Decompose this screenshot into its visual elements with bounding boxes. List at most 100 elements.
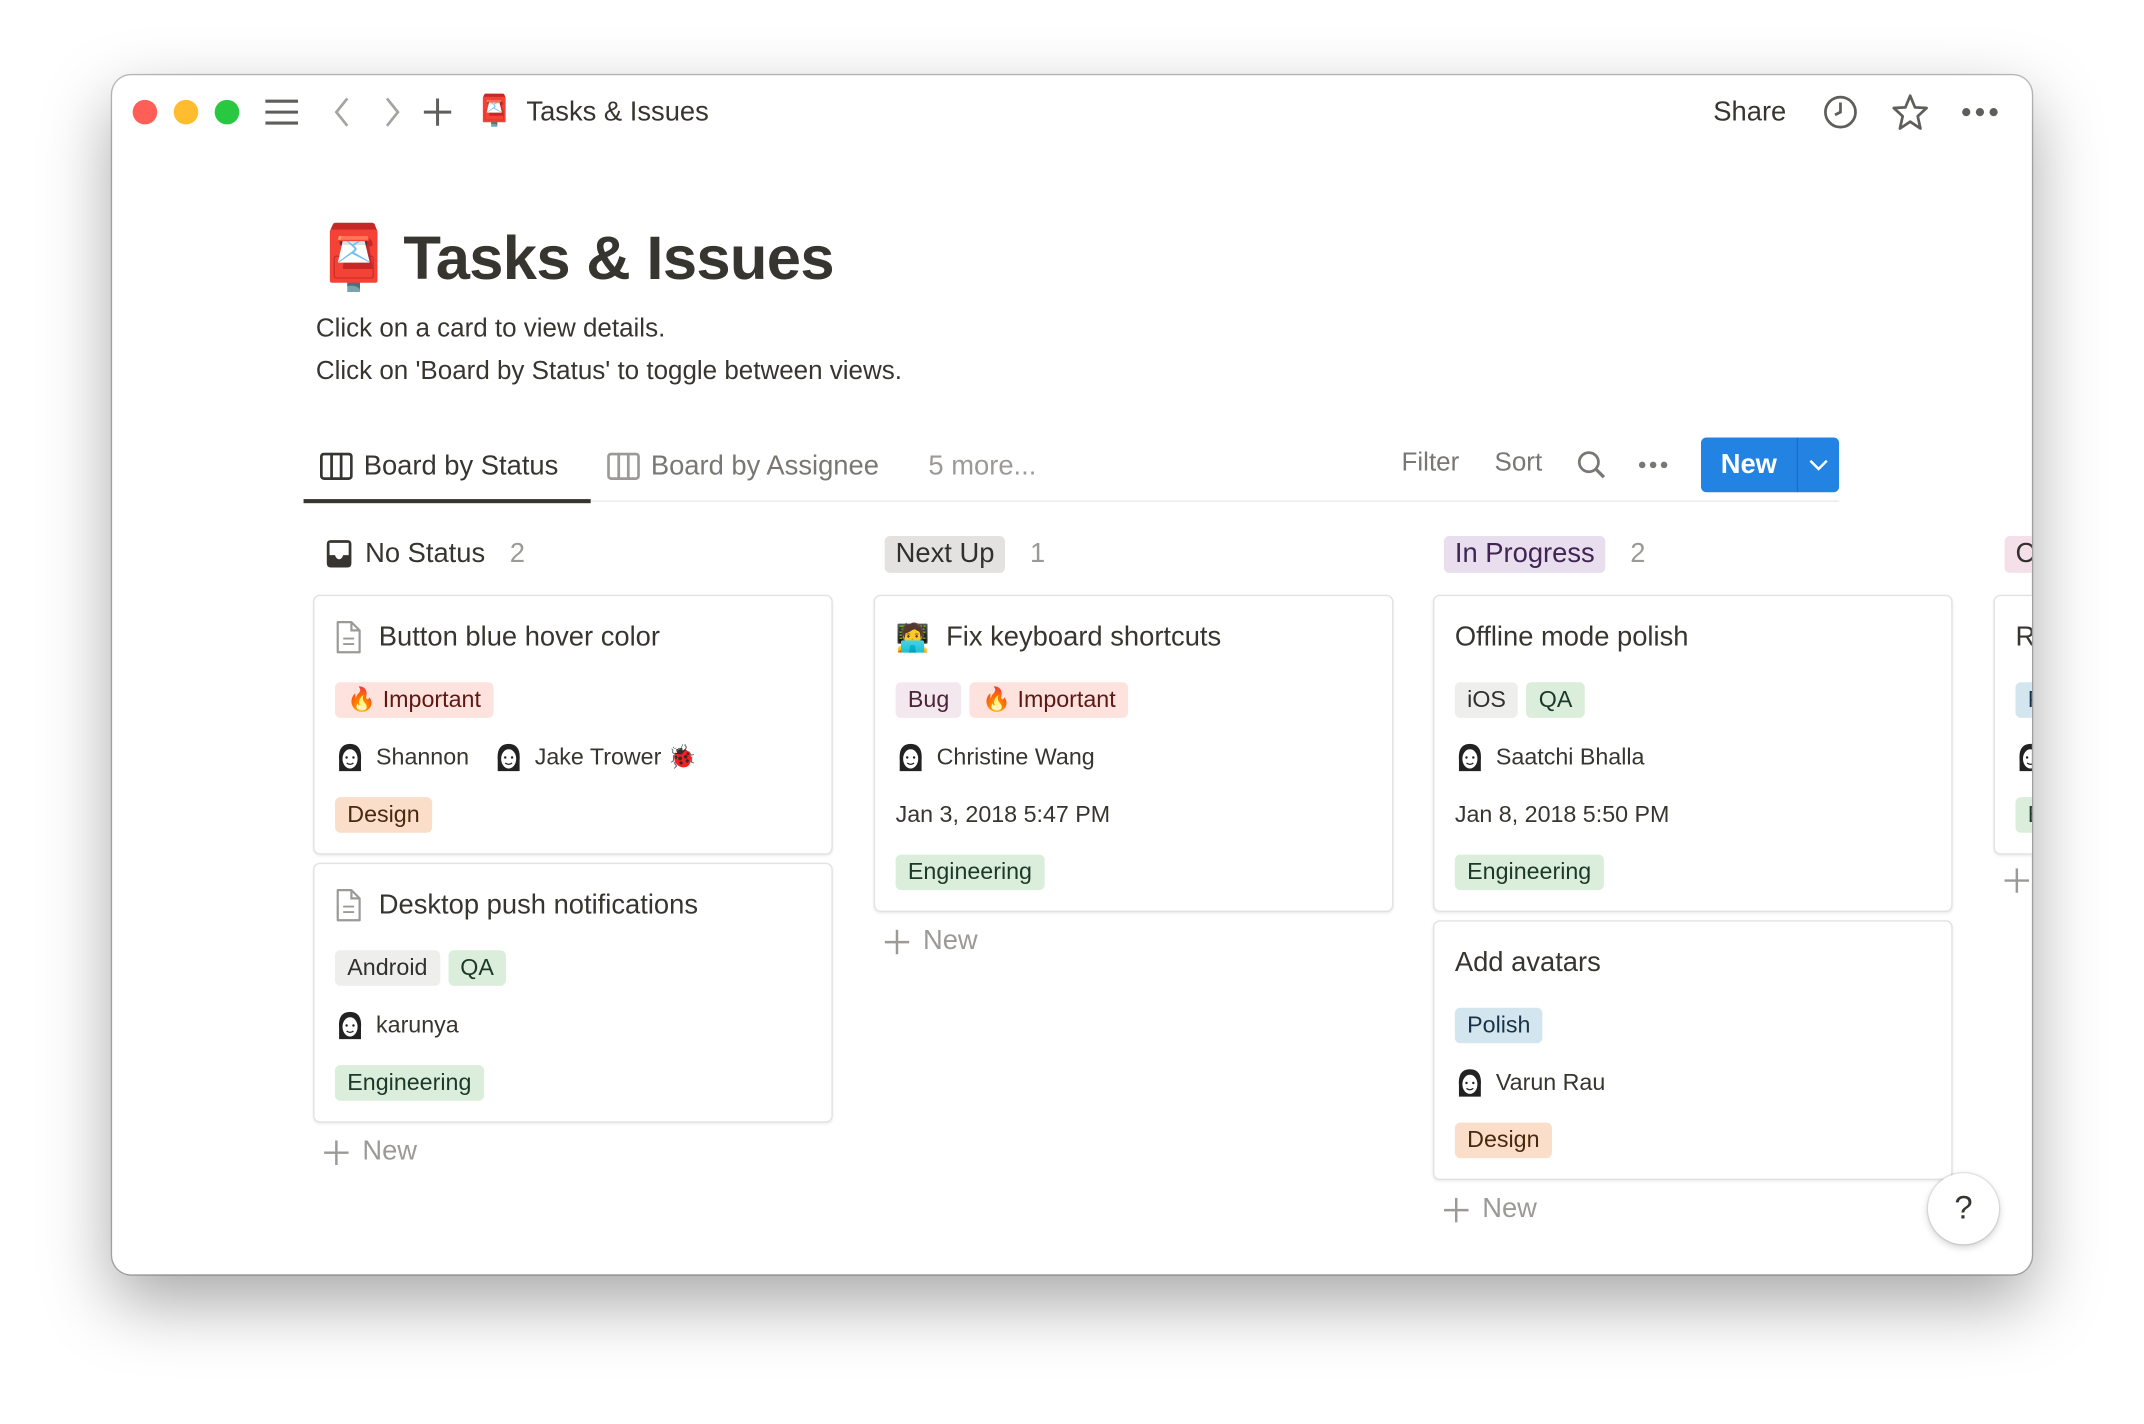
active-tab-underline (303, 499, 591, 504)
card-property-row: Varun Rau (1455, 1054, 1931, 1111)
tag: Engineering (335, 1065, 484, 1101)
tag: Bug (895, 682, 962, 718)
board-card[interactable]: 🧑‍💻 Fix keyboard shortcuts Bug 🔥 Important C… (873, 594, 1394, 913)
board-card[interactable]: Add avatars Polish Varun Rau Design (1432, 920, 1953, 1181)
card-property-row: Jan 3, 2018 5:47 PM (896, 786, 1372, 843)
column-name: In Progress (1443, 535, 1606, 573)
tag: P (2015, 682, 2032, 718)
tag: E (2015, 797, 2032, 833)
board-card[interactable]: Re P E (1993, 594, 2032, 855)
assignee: Christine Wang (896, 741, 1095, 774)
add-new-card-button[interactable]: New (324, 1136, 417, 1167)
history-clock-icon[interactable] (1823, 94, 1859, 130)
assignee-name: Saatchi Bhalla (1495, 743, 1645, 770)
share-button[interactable]: Share (1713, 97, 1787, 128)
tag: 🔥 Important (335, 682, 494, 718)
new-dropdown-chevron-icon[interactable] (1798, 438, 1839, 493)
add-new-label: New (362, 1136, 418, 1167)
add-new-label: New (922, 925, 978, 956)
sort-button[interactable]: Sort (1494, 448, 1543, 478)
card-property-row: iOS QA (1454, 671, 1931, 728)
tab-board-by-assignee[interactable]: Board by Assignee (607, 448, 879, 484)
card-property-row: Shannon Jake Trower 🐞 (335, 729, 811, 786)
search-icon[interactable] (1577, 448, 1607, 481)
tag: Polish (1454, 1007, 1543, 1044)
column-count: 1 (1029, 538, 1046, 569)
tag: Design (1454, 1122, 1552, 1159)
filter-button[interactable]: Filter (1401, 448, 1460, 478)
column-name: No Status (365, 538, 486, 569)
new-page-icon[interactable] (421, 94, 454, 130)
card-property-row: 🔥 Important (335, 671, 811, 728)
page-title-emoji[interactable]: 📮 (314, 221, 393, 293)
tag: Android (335, 950, 440, 986)
board-card[interactable]: Button blue hover color 🔥 Important Shanno… (313, 594, 833, 855)
favorite-star-icon[interactable] (1891, 93, 1929, 131)
card-title-row: Re (2015, 615, 2031, 659)
add-new-card-button[interactable]: New (884, 925, 978, 957)
assignee (2015, 741, 2032, 774)
avatar (494, 741, 524, 774)
card-property-row: Polish (1454, 997, 1931, 1054)
card-title-row: Desktop push notifications (335, 883, 811, 927)
column-header[interactable]: Next Up 1 (874, 533, 1396, 574)
sidebar-menu-icon[interactable] (263, 94, 301, 130)
more-views-button[interactable]: 5 more... (928, 450, 1037, 481)
more-options-icon[interactable] (1959, 94, 2000, 130)
avatar (335, 741, 365, 774)
view-options-icon[interactable] (1637, 455, 1670, 474)
card-property-row: E (2015, 786, 2032, 843)
assignee-name: karunya (376, 1011, 459, 1038)
avatar (896, 741, 926, 774)
tab-label: Board by Assignee (650, 450, 879, 481)
page-description-line-1: Click on a card to view details. (315, 314, 666, 344)
card-title: Fix keyboard shortcuts (946, 621, 1222, 652)
avatar (1455, 741, 1485, 774)
add-new-label: New (1482, 1193, 1537, 1224)
app-window: 📮 Tasks & Issues Share 📮 Tasks & Issues … (112, 75, 2032, 1275)
date-value: Jan 3, 2018 5:47 PM (895, 801, 1111, 828)
tag: Design (335, 797, 432, 833)
card-title: Desktop push notifications (378, 889, 698, 920)
card-property-row: Engineering (895, 844, 1372, 901)
column-header[interactable]: No Status 2 (313, 533, 835, 574)
board-column: In Progress 2 Offline mode polish iOS QA Saat… (1432, 533, 1955, 1224)
card-property-row (2015, 729, 2032, 786)
column-header[interactable]: C (1994, 533, 2032, 574)
board-card[interactable]: Offline mode polish iOS QA Saatchi Bhalla Ja… (1432, 594, 1953, 913)
tab-board-by-status[interactable]: Board by Status (319, 448, 558, 484)
minimize-window-button[interactable] (173, 99, 199, 125)
board-column: Next Up 1 🧑‍💻 Fix keyboard shortcuts Bug 🔥 Im… (873, 533, 1396, 956)
plus-icon (324, 1139, 349, 1165)
tag: Engineering (1454, 854, 1604, 891)
column-name: C (2004, 535, 2032, 573)
page-title[interactable]: Tasks & Issues (403, 222, 834, 293)
card-property-row: Christine Wang (896, 729, 1372, 786)
card-property-row: Design (1454, 1112, 1931, 1169)
add-new-card-button[interactable] (2004, 868, 2030, 893)
assignee: Varun Rau (1455, 1067, 1605, 1100)
add-new-card-button[interactable]: New (1443, 1193, 1537, 1225)
assignee: karunya (335, 1009, 459, 1042)
maximize-window-button[interactable] (214, 99, 240, 125)
card-title-row: Button blue hover color (335, 615, 811, 659)
new-button[interactable]: New (1700, 437, 1840, 493)
tag: 🔥 Important (969, 682, 1128, 718)
board-column: C Re P E (1993, 533, 2032, 893)
board-view-icon (319, 452, 353, 480)
assignee-name: Shannon (376, 743, 470, 770)
back-icon[interactable] (328, 94, 355, 130)
assignee: Shannon (335, 741, 469, 774)
breadcrumb-title[interactable]: Tasks & Issues (526, 97, 709, 128)
card-title: Offline mode polish (1454, 621, 1689, 652)
new-button-label[interactable]: New (1701, 437, 1799, 493)
close-window-button[interactable] (132, 99, 158, 125)
card-property-row: Saatchi Bhalla (1455, 729, 1931, 786)
help-button[interactable]: ? (1927, 1173, 2000, 1245)
forward-icon[interactable] (379, 94, 406, 130)
card-title-row: Add avatars (1455, 941, 1931, 985)
board-column: No Status 2 Button blue hover color 🔥 Impor… (313, 533, 835, 1166)
column-header[interactable]: In Progress 2 (1433, 533, 1955, 574)
board-card[interactable]: Desktop push notifications Android QA karun… (313, 862, 833, 1123)
assignee-name: Jake Trower 🐞 (534, 743, 697, 770)
